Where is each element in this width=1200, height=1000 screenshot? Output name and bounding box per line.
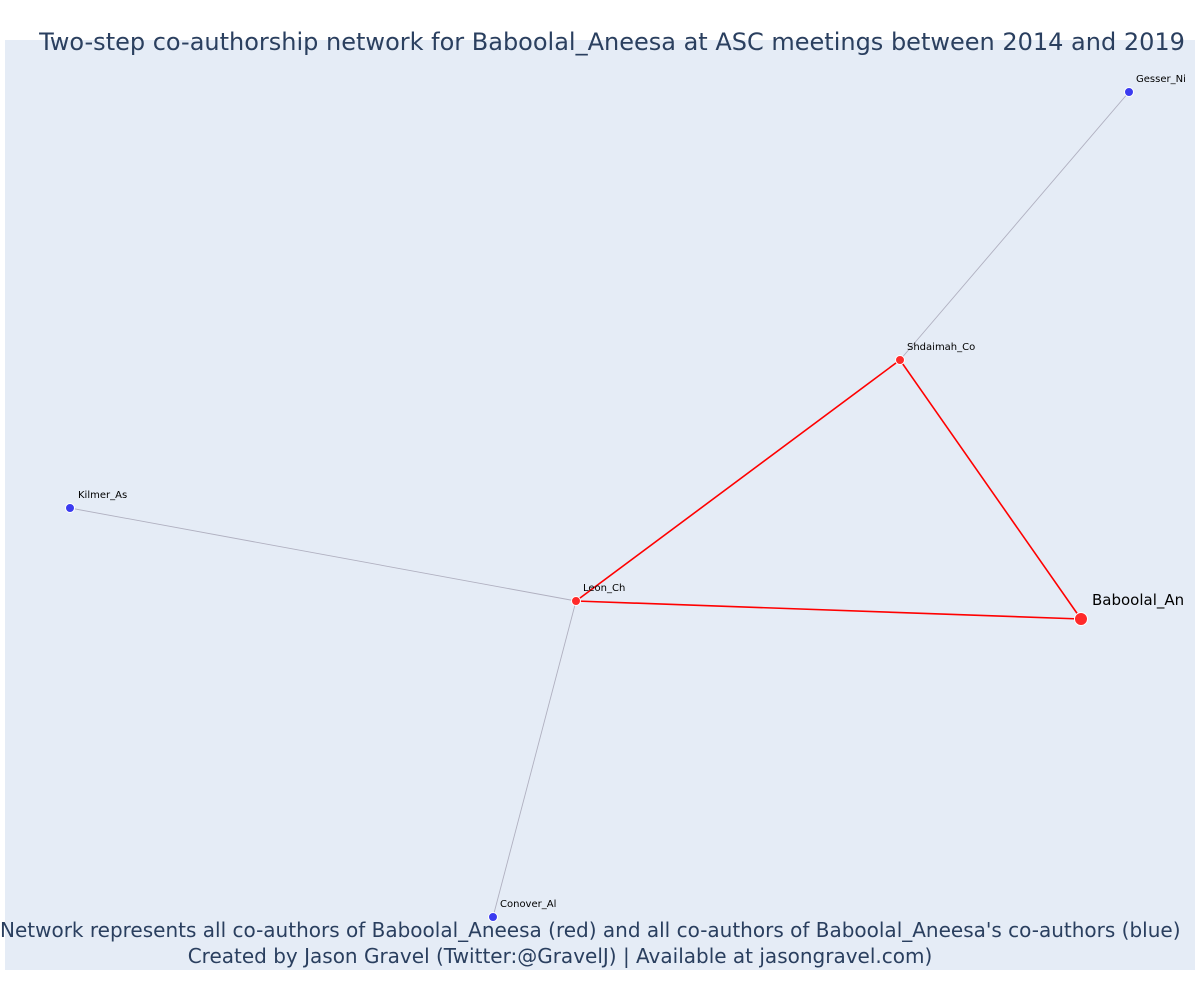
- edge-shdaimah-gesser: [899, 91, 1130, 361]
- node-label-gesser: Gesser_Ni: [1136, 74, 1186, 85]
- node-label-baboolal: Baboolal_An: [1092, 591, 1184, 610]
- edge-leon-shdaimah: [575, 359, 901, 602]
- node-label-kilmer: Kilmer_As: [78, 490, 127, 501]
- node-shdaimah[interactable]: [895, 355, 905, 365]
- node-label-shdaimah: Shdaimah_Co: [907, 342, 975, 353]
- caption-line-1: Network represents all co-authors of Bab…: [0, 918, 1181, 942]
- node-label-conover: Conover_Al: [500, 899, 556, 910]
- edge-leon-conover: [492, 600, 577, 918]
- node-leon[interactable]: [571, 596, 581, 606]
- node-conover[interactable]: [488, 912, 498, 922]
- edge-leon-kilmer: [69, 507, 577, 602]
- node-gesser[interactable]: [1124, 87, 1134, 97]
- chart-title: Two-step co-authorship network for Baboo…: [39, 28, 1185, 56]
- plot-background: [5, 40, 1195, 970]
- caption-line-2: Created by Jason Gravel (Twitter:@Gravel…: [187, 944, 933, 968]
- edge-baboolal-leon: [575, 600, 1082, 620]
- node-label-leon: Leon_Ch: [583, 583, 625, 594]
- node-baboolal[interactable]: [1074, 612, 1088, 626]
- edge-baboolal-shdaimah: [899, 359, 1082, 620]
- node-kilmer[interactable]: [65, 503, 75, 513]
